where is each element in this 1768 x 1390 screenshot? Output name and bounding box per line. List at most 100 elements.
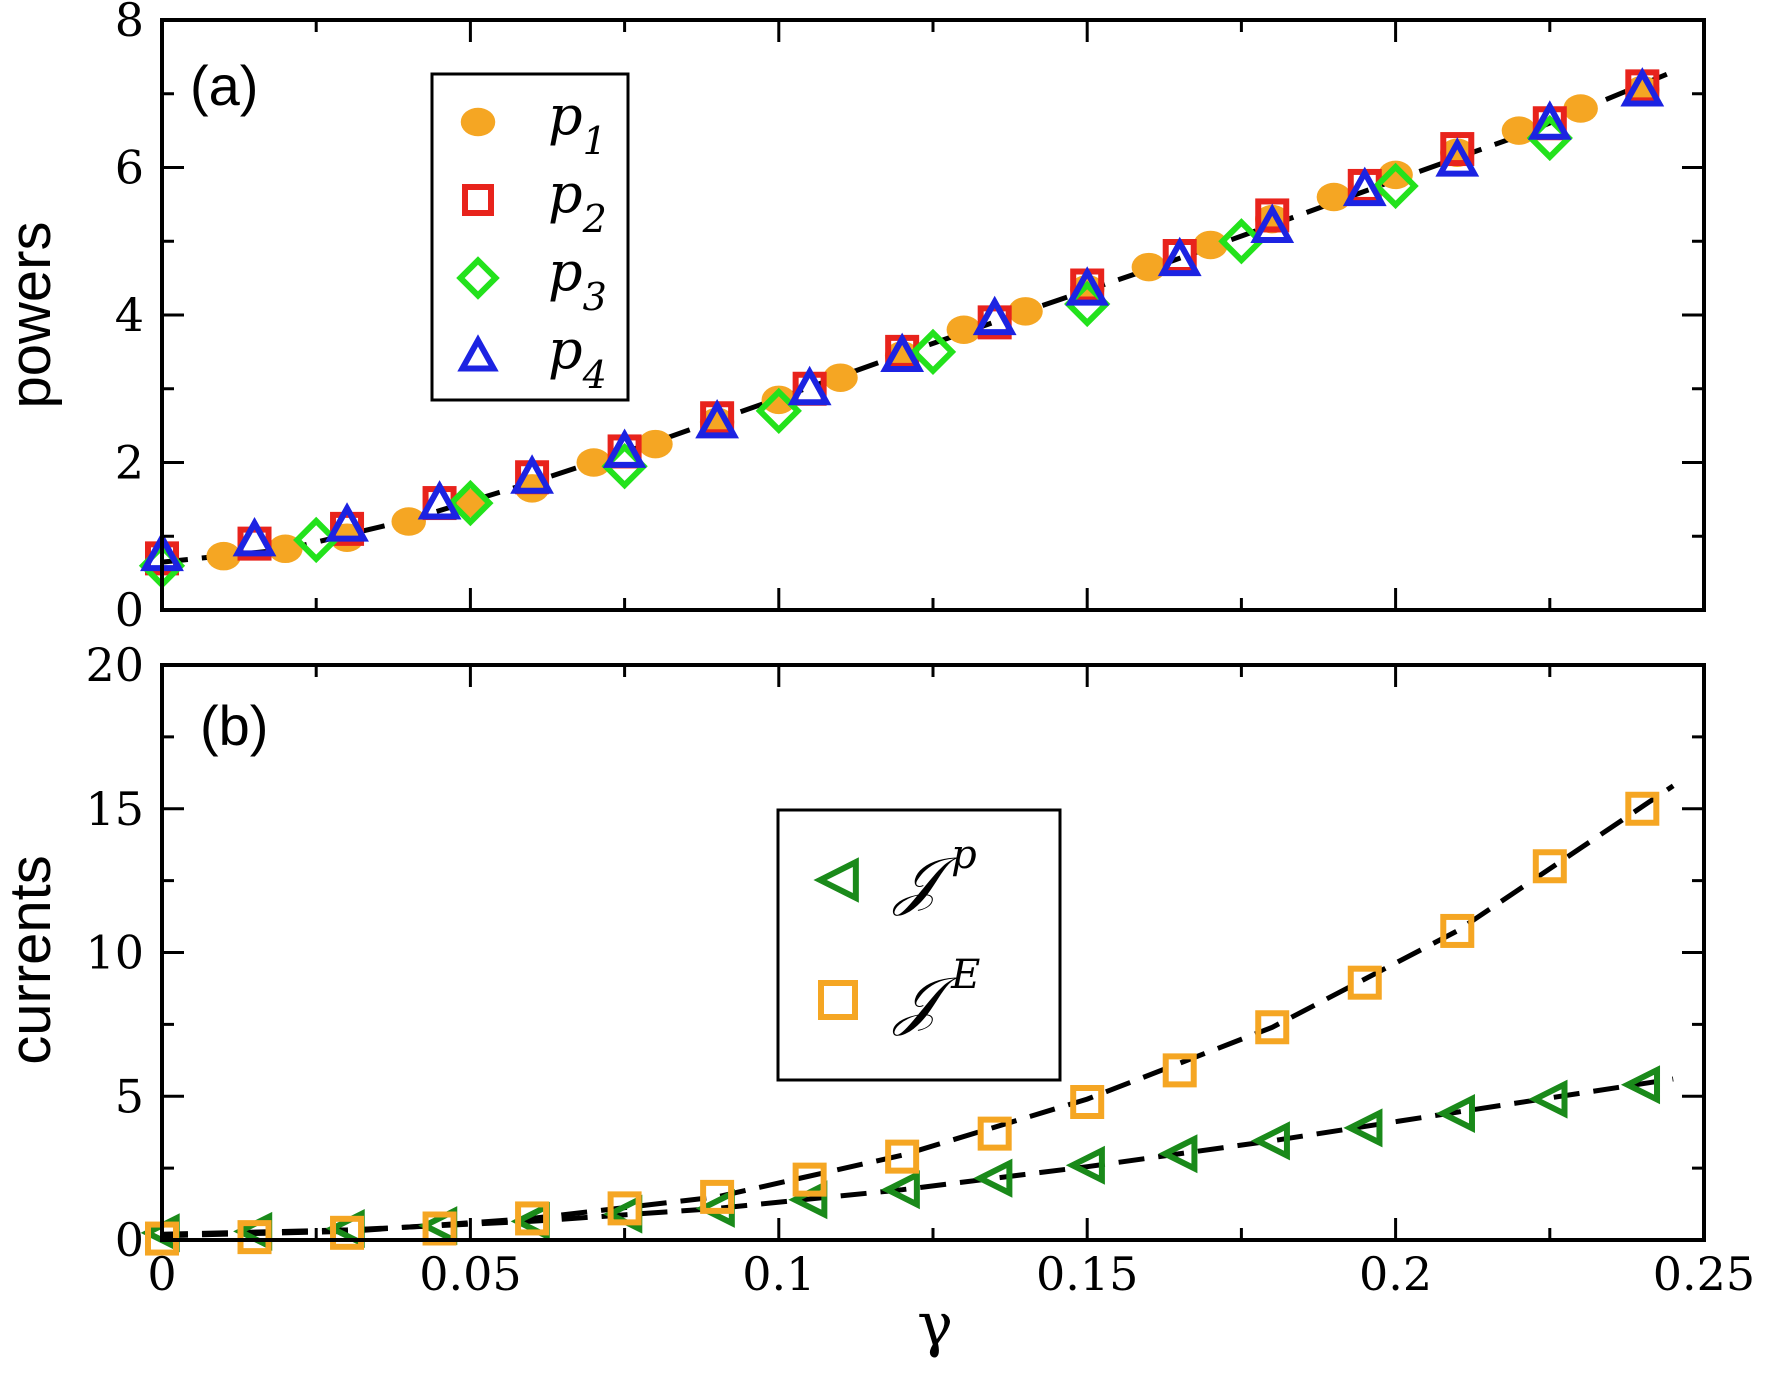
data-point-1-0 — [206, 541, 241, 571]
data-point-4-4 — [510, 454, 554, 494]
legend-marker-p4 — [457, 334, 499, 372]
data-point-4-8 — [880, 332, 925, 373]
data-point-1-12 — [946, 315, 982, 344]
legend-marker-p1 — [460, 107, 496, 137]
x-axis-label: γ — [917, 1290, 953, 1360]
data-point-3-5 — [909, 328, 957, 376]
y-tick-label: 20 — [85, 638, 144, 692]
data-point-E-15 — [1532, 849, 1567, 884]
panel-a-markers — [138, 67, 1665, 589]
panel-b-label: (b) — [200, 694, 268, 757]
y-tick-label: 2 — [115, 436, 144, 490]
data-point-1-7 — [638, 429, 673, 459]
data-point-1-6 — [576, 448, 612, 477]
legend-marker-p2 — [462, 184, 494, 216]
legend-label-p2: p2 — [548, 162, 607, 241]
data-point-4-10 — [1065, 266, 1110, 306]
data-point-4-12 — [1250, 203, 1295, 243]
data-point-1-9 — [761, 385, 797, 415]
panel-a-ticks: 0 2 4 6 8 — [115, 0, 1706, 637]
data-point-3-8 — [1372, 162, 1419, 210]
legend-marker-p3 — [456, 256, 500, 300]
panel-b-y-axis-label: currents — [0, 855, 63, 1065]
data-point-3-2 — [447, 479, 494, 527]
data-point-3-1 — [293, 516, 340, 564]
data-point-2-14 — [1440, 132, 1475, 167]
x-tick-label: 0.25 — [1653, 1247, 1755, 1301]
panel-b-legend-box — [776, 808, 1062, 1082]
data-point-p-12 — [1250, 1121, 1290, 1161]
data-point-E-12 — [1255, 1010, 1290, 1045]
data-point-1-16 — [1193, 230, 1228, 260]
legend-label-p1: p1 — [548, 84, 607, 163]
data-point-1-1 — [268, 534, 303, 564]
data-point-E-13 — [1347, 965, 1382, 1000]
data-point-3-7 — [1218, 218, 1265, 265]
x-tick-label: 0.05 — [419, 1247, 521, 1301]
data-point-2-12 — [1255, 198, 1290, 233]
data-point-p-15 — [1528, 1079, 1568, 1119]
data-point-1-3 — [391, 507, 426, 536]
panel-b-fit-lines — [161, 783, 1675, 1239]
data-point-4-14 — [1435, 137, 1480, 177]
data-point-p-11 — [1158, 1134, 1198, 1174]
data-point-E-14 — [1440, 913, 1475, 948]
data-point-E-3 — [422, 1211, 457, 1246]
data-point-4-13 — [1342, 166, 1387, 207]
data-point-E-11 — [1162, 1053, 1197, 1088]
x-tick-label: 0 — [147, 1247, 176, 1301]
fit-line-2 — [161, 783, 1675, 1239]
data-point-4-5 — [602, 428, 647, 468]
data-point-4-6 — [695, 398, 740, 439]
y-tick-label: 5 — [115, 1069, 144, 1123]
x-tick-label: 0.2 — [1359, 1247, 1432, 1301]
data-point-E-5 — [607, 1191, 642, 1226]
x-tick-label: 0.1 — [742, 1247, 815, 1301]
data-point-p-13 — [1343, 1108, 1383, 1148]
y-tick-label: 8 — [115, 0, 144, 47]
y-tick-label: 4 — [115, 288, 144, 342]
legend-label-p4: p4 — [548, 318, 607, 397]
data-point-4-11 — [1157, 236, 1202, 277]
data-point-4-1 — [232, 516, 277, 557]
data-point-E-9 — [977, 1116, 1012, 1151]
data-point-1-22 — [1563, 94, 1598, 123]
data-point-E-1 — [237, 1220, 272, 1255]
panel-a-y-axis-label: powers — [0, 222, 63, 409]
data-point-4-9 — [972, 295, 1017, 336]
data-point-p-14 — [1435, 1093, 1475, 1134]
y-tick-label: 0 — [115, 583, 144, 637]
data-point-E-6 — [700, 1179, 735, 1214]
data-point-4-7 — [787, 365, 832, 406]
y-tick-label: 15 — [85, 782, 144, 836]
data-point-E-16 — [1625, 791, 1660, 826]
legend-label-p3: p3 — [548, 240, 607, 319]
data-point-E-10 — [1070, 1085, 1105, 1119]
panel-b-currents: 0 0.05 0.1 0.15 0.2 0.25 0 5 10 15 20 (b) currents… — [0, 638, 1755, 1360]
y-tick-label: 0 — [115, 1213, 144, 1267]
data-point-1-13 — [1008, 297, 1043, 326]
panel-a-label: (a) — [190, 54, 258, 117]
data-point-E-2 — [330, 1215, 365, 1250]
panel-b-markers — [140, 791, 1661, 1256]
legend-marker-JE — [818, 980, 858, 1020]
data-point-4-15 — [1527, 100, 1572, 140]
data-point-1-18 — [1316, 182, 1352, 212]
panel-b-ticks: 0 0.05 0.1 0.15 0.2 0.25 0 5 10 15 20 — [85, 638, 1755, 1301]
data-point-E-7 — [792, 1162, 827, 1197]
data-point-E-8 — [885, 1139, 920, 1174]
data-point-E-4 — [515, 1201, 550, 1236]
y-tick-label: 6 — [115, 141, 144, 195]
data-point-4-3 — [417, 480, 462, 520]
data-point-4-16 — [1620, 67, 1665, 107]
data-point-p-16 — [1620, 1065, 1661, 1105]
data-point-p-8 — [880, 1170, 920, 1210]
data-point-1-15 — [1131, 252, 1167, 282]
x-tick-label: 0.15 — [1036, 1247, 1138, 1301]
y-tick-label: 10 — [85, 926, 144, 980]
data-point-1-19 — [1378, 160, 1413, 190]
